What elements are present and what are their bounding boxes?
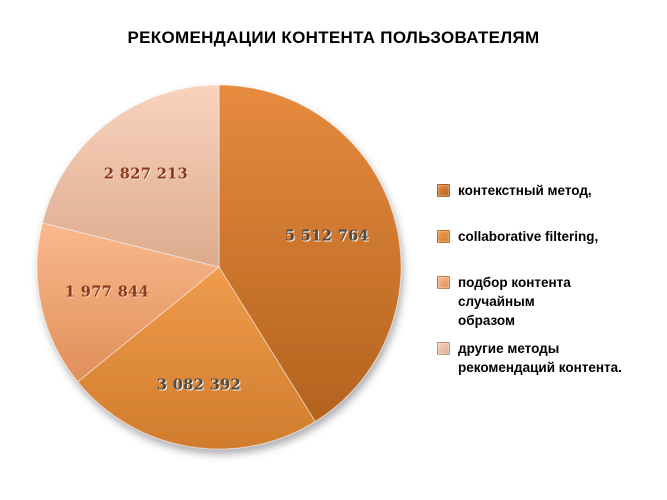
chart-legend: контекстный метод, collaborative filterin… [437,181,649,377]
pie-slice-2 [77,266,316,450]
legend-item-3: подбор контента случайным образом [437,273,649,330]
legend-label: подбор контента случайным образом [458,275,571,328]
legend-item-2: collaborative filtering, [437,227,649,246]
chart-title: РЕКОМЕНДАЦИИ КОНТЕНТА ПОЛЬЗОВАТЕЛЯМ [127,28,540,47]
pie-slice-4 [41,84,220,268]
pie-slice-1 [218,84,402,423]
pie-slice-3 [36,222,221,383]
legend-swatch-icon [437,276,450,289]
legend-item-4: другие методы рекомендаций контента. [437,339,649,377]
legend-label: другие методы рекомендаций контента. [458,341,622,375]
legend-swatch-icon [437,342,450,355]
legend-swatch-icon [437,230,450,243]
legend-item-1: контекстный метод, [437,181,649,200]
legend-label: контекстный метод, [458,183,592,198]
legend-swatch-icon [437,184,450,197]
legend-label: collaborative filtering, [458,229,599,244]
